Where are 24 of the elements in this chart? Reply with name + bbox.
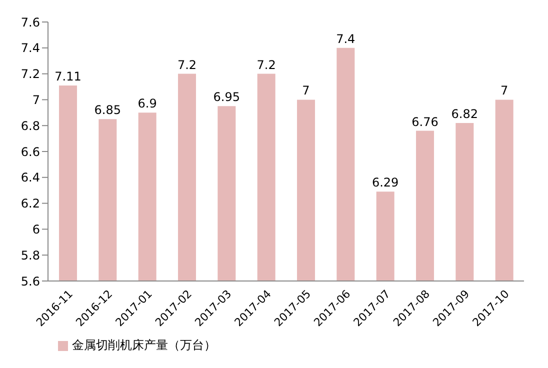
y-tick-label: 7.2 (20, 67, 40, 82)
y-tick-label: 7.6 (20, 15, 40, 30)
data-label: 6.9 (138, 96, 157, 111)
data-label: 7.2 (177, 58, 197, 72)
data-label: 7 (500, 84, 508, 98)
data-label: 6.95 (213, 90, 240, 104)
y-tick-label: 6.6 (20, 144, 40, 159)
data-label: 6.76 (412, 114, 438, 129)
data-label: 7.2 (256, 58, 276, 72)
y-tick-label: 6 (32, 222, 40, 236)
y-tick-label: 6.4 (20, 170, 40, 185)
y-tick-label: 5.8 (20, 248, 40, 262)
y-tick-label: 6.8 (20, 118, 40, 133)
data-label: 7.4 (336, 32, 356, 46)
data-label: 6.82 (451, 107, 478, 122)
y-tick-label: 7 (32, 92, 40, 107)
legend-label: 金属切削机床产量（万台） (72, 338, 216, 352)
y-tick-label: 6.2 (20, 196, 40, 211)
data-label: 7 (302, 84, 310, 98)
data-label: 6.29 (372, 176, 399, 190)
data-label: 7.11 (54, 69, 82, 84)
y-tick-label: 5.6 (20, 274, 40, 288)
data-label: 6.85 (94, 103, 122, 118)
y-tick-label: 7.4 (20, 41, 40, 56)
